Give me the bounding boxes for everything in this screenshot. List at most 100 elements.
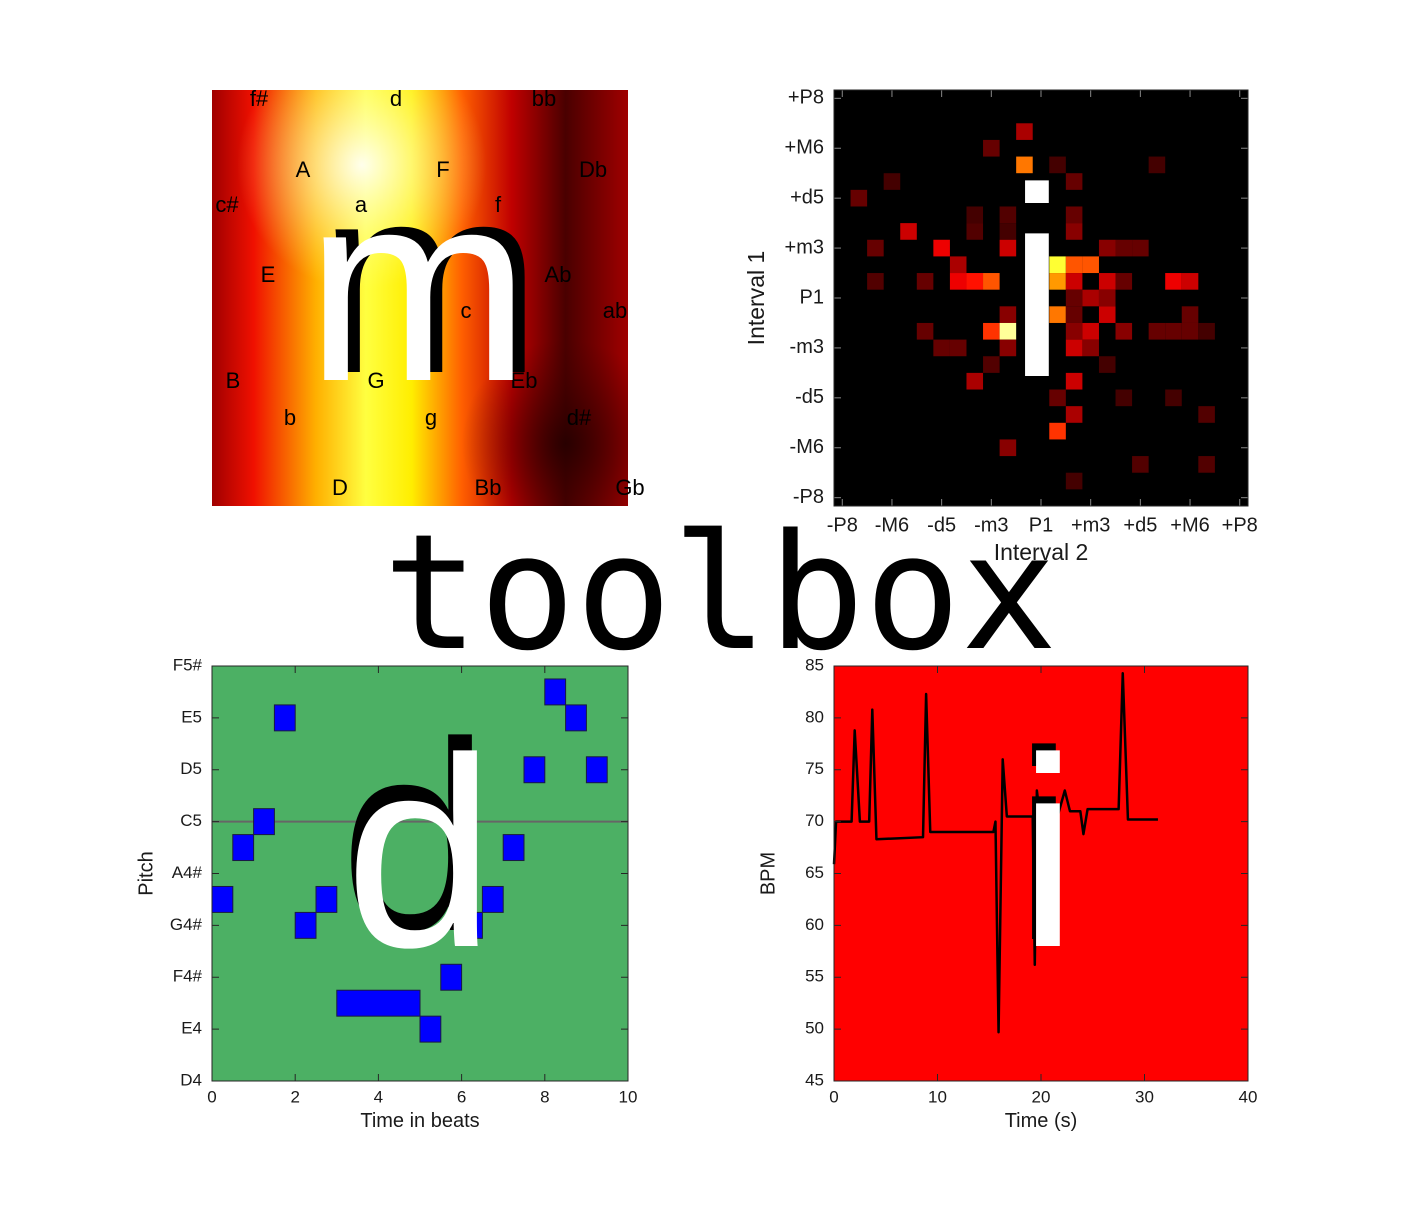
heatmap-cell — [1065, 406, 1083, 423]
y-tick-label: +M6 — [785, 137, 824, 159]
heatmap-cell — [1065, 322, 1083, 340]
heatmap-cell — [1098, 273, 1116, 290]
heatmap-cell — [983, 273, 1000, 290]
heatmap-cell — [1065, 306, 1083, 323]
heatmap-cell — [1065, 372, 1083, 390]
heatmap-cell — [1049, 273, 1066, 290]
key-label: Eb — [511, 368, 538, 393]
y-tick-label: 60 — [805, 915, 824, 934]
x-tick-label: P1 — [1029, 514, 1053, 536]
x-tick-label: 10 — [619, 1087, 638, 1106]
heatmap-cell — [1049, 306, 1066, 323]
y-tick-label: P1 — [800, 286, 824, 308]
letter-shadow: d — [340, 687, 490, 988]
axes-frame — [211, 665, 629, 1082]
x-axis-label: Time in beats — [360, 1110, 479, 1132]
heatmap-cell — [867, 273, 884, 290]
heatmap-cell — [999, 223, 1017, 240]
y-tick-label: C5 — [180, 811, 202, 830]
plot-background — [834, 90, 1248, 506]
x-tick-label: +P8 — [1222, 514, 1258, 536]
note — [294, 911, 317, 939]
key-label: A — [296, 157, 311, 182]
heatmap-cell — [1098, 289, 1116, 307]
heatmap-cell — [1082, 339, 1099, 357]
logo-word: toolbox — [383, 499, 1057, 686]
key-label: a — [355, 192, 368, 217]
heatmap-cell — [949, 256, 967, 274]
key-label: bb — [532, 86, 556, 111]
y-tick-label: D5 — [180, 759, 202, 778]
note — [461, 911, 483, 939]
note — [211, 885, 234, 913]
heatmap-cell — [1065, 472, 1083, 490]
x-tick-label: 6 — [457, 1087, 466, 1106]
letter-shadow: i — [1014, 696, 1074, 997]
heatmap-cell — [1132, 239, 1149, 257]
heatmap-cell — [1181, 306, 1199, 323]
y-tick-label: 45 — [805, 1070, 824, 1089]
heatmap-cell — [900, 223, 917, 240]
heatmap-cell — [949, 273, 967, 290]
keymap-shade — [212, 90, 628, 506]
heatmap-cell — [983, 322, 1000, 340]
letter: i — [1018, 703, 1078, 1004]
heatmap-cell — [999, 339, 1017, 357]
note — [440, 963, 463, 991]
heatmap-cell — [1198, 456, 1215, 473]
letter: d — [345, 703, 495, 1004]
y-tick-label: -M6 — [790, 436, 824, 458]
heatmap-cell — [1016, 156, 1033, 174]
y-tick-label: 70 — [805, 811, 824, 830]
key-label: g — [425, 405, 437, 430]
key-label: Db — [579, 157, 607, 182]
heatmap-cell — [1065, 173, 1083, 190]
key-label: d — [390, 86, 402, 111]
y-tick-label: F4# — [173, 967, 203, 986]
x-tick-label: 2 — [290, 1087, 299, 1106]
key-label: G — [367, 368, 384, 393]
heatmap-cell — [949, 339, 967, 357]
heatmap-cell — [983, 356, 1000, 373]
y-tick-label: A4# — [172, 863, 203, 882]
heatmap-cell — [883, 173, 901, 190]
y-tick-label: +d5 — [790, 186, 824, 208]
x-tick-label: -m3 — [974, 514, 1008, 536]
heatmap-cell — [999, 306, 1017, 323]
heatmap-cell — [850, 189, 868, 207]
key-label: f — [495, 192, 502, 217]
heatmap-cell — [867, 239, 884, 257]
y-tick-label: G4# — [170, 915, 203, 934]
letter: i — [1007, 133, 1067, 434]
x-tick-label: 0 — [207, 1087, 216, 1106]
x-tick-label: 40 — [1239, 1087, 1258, 1106]
heatmap-cell — [1065, 289, 1083, 307]
heatmap-cell — [916, 322, 934, 340]
key-label: B — [226, 368, 241, 393]
logo-overlay: m m i d d i i toolbox — [306, 129, 1078, 1004]
heatmap-cell — [1082, 256, 1099, 274]
note — [253, 808, 275, 836]
x-axis-label: Interval 2 — [994, 539, 1089, 565]
x-tick-label: 20 — [1032, 1087, 1051, 1106]
x-tick-label: -P8 — [827, 514, 858, 536]
x-tick-label: -d5 — [927, 514, 956, 536]
key-label: b — [284, 405, 296, 430]
x-tick-label: +d5 — [1123, 514, 1157, 536]
heatmap-cell — [916, 273, 934, 290]
y-tick-label: -m3 — [790, 336, 824, 358]
y-tick-label: -d5 — [795, 386, 824, 408]
key-label: c# — [215, 192, 239, 217]
axes-frame — [833, 89, 1249, 507]
heatmap-cell — [1049, 256, 1066, 274]
x-tick-label: +m3 — [1071, 514, 1110, 536]
key-label: Ab — [545, 262, 572, 287]
heatmap-cell — [1049, 422, 1066, 440]
y-tick-label: +P8 — [788, 87, 824, 109]
heatmap-cell — [1198, 322, 1215, 340]
letter: m — [306, 137, 531, 438]
heatmap-cell — [1148, 322, 1166, 340]
heatmap-cell — [1065, 339, 1083, 357]
x-tick-label: 4 — [374, 1087, 383, 1106]
